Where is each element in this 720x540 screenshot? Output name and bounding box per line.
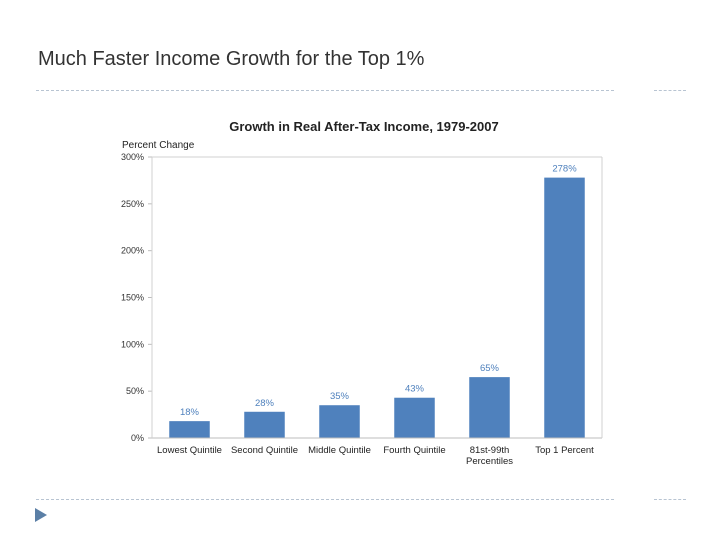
bar: [544, 177, 585, 438]
x-tick-label: Fourth Quintile: [383, 445, 445, 456]
bar: [244, 411, 285, 438]
bar-data-label: 43%: [405, 384, 425, 395]
play-arrow-icon: [35, 508, 47, 522]
y-tick-label: 150%: [121, 293, 144, 303]
bars: 18% 28% 35% 43% 65% 278%: [169, 164, 585, 438]
bottom-divider-right: [654, 499, 686, 500]
bar-data-label: 278%: [552, 164, 577, 175]
top-divider: [36, 90, 614, 91]
y-axis-ticks: 0% 50% 100% 150% 200% 250% 300%: [121, 152, 152, 443]
top-divider-right: [654, 90, 686, 91]
x-tick-label: Middle Quintile: [308, 445, 371, 456]
x-axis-labels: Lowest Quintile Second Quintile Middle Qui…: [157, 445, 594, 467]
bar: [469, 377, 510, 438]
bar-data-label: 28%: [255, 398, 275, 409]
x-tick-label: Top 1 Percent: [535, 445, 594, 456]
x-tick-label: Second Quintile: [231, 445, 298, 456]
bar: [319, 405, 360, 438]
x-tick-label: Lowest Quintile: [157, 445, 222, 456]
bar-data-label: 18%: [180, 407, 200, 418]
y-tick-label: 250%: [121, 199, 144, 209]
bar-data-label: 35%: [330, 391, 350, 402]
bar-data-label: 65%: [480, 363, 500, 374]
y-tick-label: 300%: [121, 152, 144, 162]
y-tick-label: 200%: [121, 246, 144, 256]
y-tick-label: 50%: [126, 386, 144, 396]
y-axis-label: Percent Change: [122, 140, 195, 151]
chart-title: Growth in Real After-Tax Income, 1979-20…: [229, 119, 498, 134]
slide-title: Much Faster Income Growth for the Top 1%: [38, 48, 425, 70]
y-tick-label: 0%: [131, 433, 144, 443]
bottom-divider: [36, 499, 614, 500]
bar: [394, 397, 435, 438]
x-tick-label: 81st-99th Percentiles: [466, 445, 513, 467]
bar: [169, 421, 210, 438]
y-tick-label: 100%: [121, 339, 144, 349]
